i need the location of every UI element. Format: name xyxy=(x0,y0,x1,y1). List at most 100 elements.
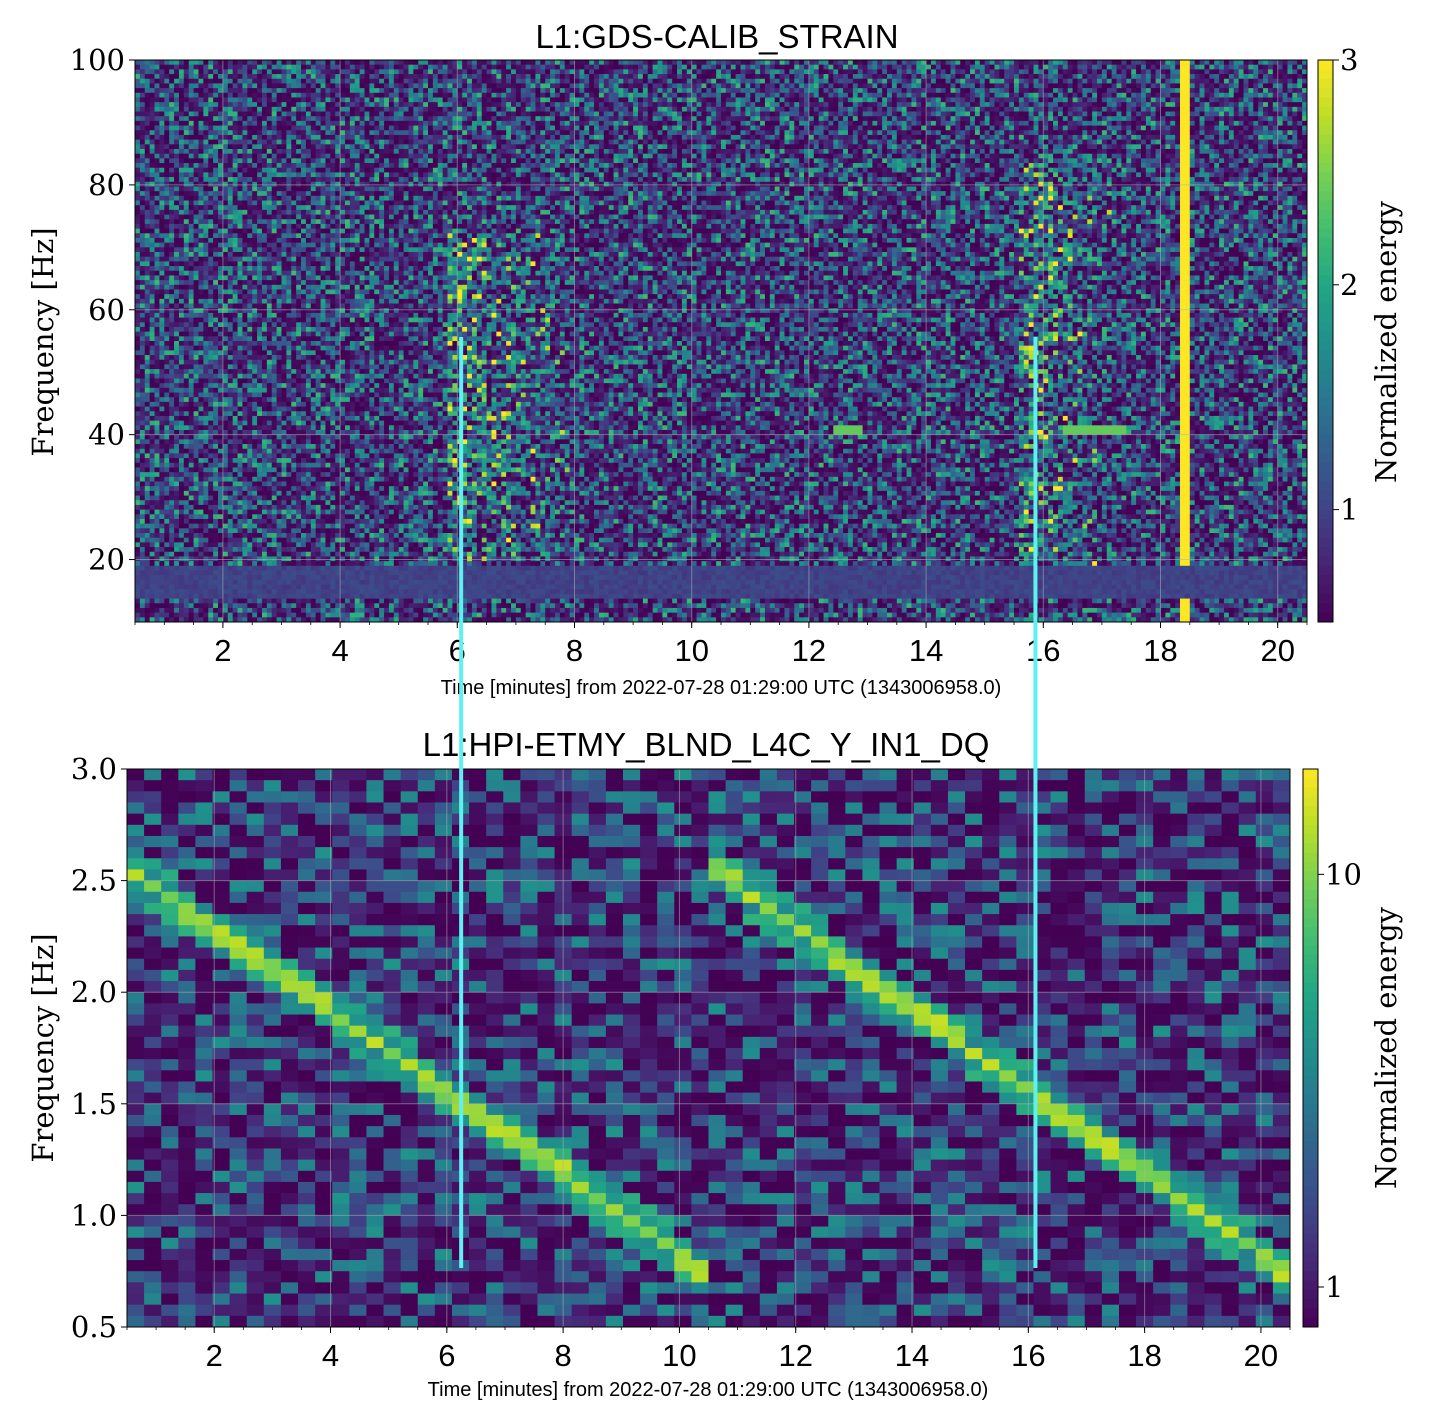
heatmap-cell xyxy=(242,210,247,215)
heatmap-cell xyxy=(169,458,174,463)
heatmap-cell xyxy=(242,275,247,280)
heatmap-cell xyxy=(247,538,252,543)
heatmap-cell xyxy=(252,378,257,383)
heatmap-cell xyxy=(213,327,218,332)
heatmap-cell xyxy=(155,191,160,196)
heatmap-cell xyxy=(150,514,155,519)
heatmap-cell xyxy=(159,149,164,154)
heatmap-cell xyxy=(208,233,213,238)
heatmap-cell xyxy=(238,594,243,599)
heatmap-cell xyxy=(223,533,228,538)
heatmap-cell xyxy=(150,191,155,196)
heatmap-cell xyxy=(159,285,164,290)
heatmap-cell xyxy=(150,304,155,309)
heatmap-cell xyxy=(150,266,155,271)
heatmap-cell xyxy=(213,210,218,215)
heatmap-cell xyxy=(164,580,169,585)
heatmap-cell xyxy=(145,285,150,290)
heatmap-cell xyxy=(150,482,155,487)
heatmap-cell xyxy=(174,289,179,294)
heatmap-cell xyxy=(238,215,243,220)
heatmap-cell xyxy=(213,322,218,327)
heatmap-cell xyxy=(155,510,160,515)
heatmap-cell xyxy=(233,318,238,323)
heatmap-cell xyxy=(189,83,194,88)
heatmap-cell xyxy=(228,467,233,472)
heatmap-cell xyxy=(184,580,189,585)
heatmap-cell xyxy=(164,491,169,496)
heatmap-cell xyxy=(233,556,238,561)
heatmap-cell xyxy=(198,599,203,604)
heatmap-cell xyxy=(135,74,140,79)
heatmap-cell xyxy=(233,252,238,257)
heatmap-cell xyxy=(238,116,243,121)
heatmap-cell xyxy=(174,542,179,547)
heatmap-cell xyxy=(179,453,184,458)
heatmap-cell xyxy=(184,336,189,341)
heatmap-cell xyxy=(238,83,243,88)
heatmap-cell xyxy=(189,519,194,524)
heatmap-cell xyxy=(247,266,252,271)
heatmap-cell xyxy=(169,154,174,159)
heatmap-cell xyxy=(159,407,164,412)
heatmap-cell xyxy=(223,449,228,454)
heatmap-cell xyxy=(135,407,140,412)
heatmap-cell xyxy=(150,364,155,369)
heatmap-cell xyxy=(242,402,247,407)
heatmap-cell xyxy=(233,205,238,210)
heatmap-cell xyxy=(150,613,155,618)
heatmap-cell xyxy=(174,83,179,88)
heatmap-cell xyxy=(252,140,257,145)
heatmap-cell xyxy=(159,93,164,98)
heatmap-cell xyxy=(208,308,213,313)
heatmap-cell xyxy=(189,172,194,177)
heatmap-cell xyxy=(159,472,164,477)
heatmap-cell xyxy=(184,182,189,187)
heatmap-cell xyxy=(247,388,252,393)
heatmap-cell xyxy=(189,402,194,407)
heatmap-cell xyxy=(169,411,174,416)
heatmap-cell xyxy=(242,182,247,187)
heatmap-cell xyxy=(164,285,169,290)
heatmap-cell xyxy=(159,60,164,65)
heatmap-cell xyxy=(140,589,145,594)
heatmap-cell xyxy=(203,528,208,533)
heatmap-cell xyxy=(198,547,203,552)
heatmap-cell xyxy=(164,542,169,547)
heatmap-cell xyxy=(238,168,243,173)
heatmap-cell xyxy=(184,261,189,266)
heatmap-cell xyxy=(169,472,174,477)
heatmap-cell xyxy=(135,369,140,374)
heatmap-cell xyxy=(198,79,203,84)
heatmap-cell xyxy=(242,121,247,126)
heatmap-cell xyxy=(238,60,243,65)
heatmap-cell xyxy=(223,458,228,463)
heatmap-cell xyxy=(242,500,247,505)
heatmap-cell xyxy=(198,346,203,351)
heatmap-cell xyxy=(164,341,169,346)
heatmap-cell xyxy=(213,608,218,613)
heatmap-cell xyxy=(228,477,233,482)
heatmap-cell xyxy=(203,182,208,187)
heatmap-cell xyxy=(223,186,228,191)
heatmap-cell xyxy=(169,505,174,510)
heatmap-cell xyxy=(238,388,243,393)
heatmap-cell xyxy=(164,299,169,304)
heatmap-cell xyxy=(233,608,238,613)
heatmap-cell xyxy=(213,500,218,505)
heatmap-cell xyxy=(140,393,145,398)
heatmap-cell xyxy=(155,83,160,88)
heatmap-cell xyxy=(189,163,194,168)
heatmap-cell xyxy=(242,421,247,426)
heatmap-cell xyxy=(247,393,252,398)
heatmap-cell xyxy=(184,299,189,304)
heatmap-cell xyxy=(228,224,233,229)
heatmap-cell xyxy=(198,608,203,613)
heatmap-cell xyxy=(150,397,155,402)
heatmap-cell xyxy=(164,570,169,575)
heatmap-cell xyxy=(198,341,203,346)
heatmap-cell xyxy=(194,364,199,369)
heatmap-cell xyxy=(184,289,189,294)
heatmap-cell xyxy=(179,247,184,252)
heatmap-cell xyxy=(145,116,150,121)
